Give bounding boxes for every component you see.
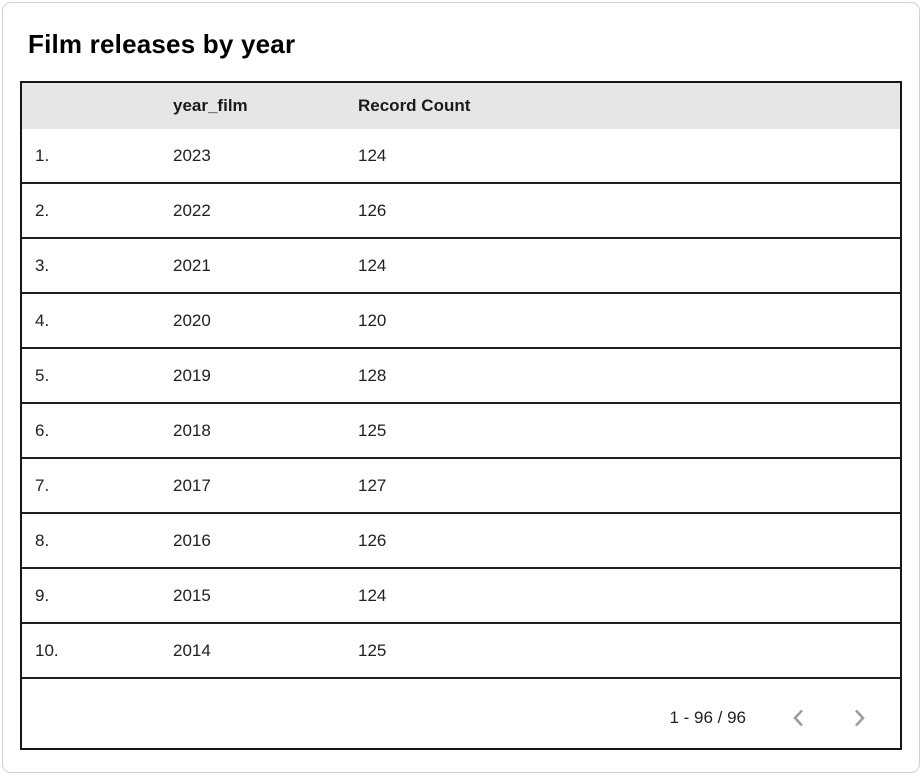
row-index: 5. [35, 365, 50, 385]
cell-year-film: 2019 [173, 365, 211, 385]
row-index: 10. [35, 640, 59, 660]
cell-record-count: 126 [358, 530, 387, 550]
cell-record-count: 126 [358, 200, 387, 220]
row-index: 7. [35, 475, 50, 495]
row-index: 8. [35, 530, 50, 550]
cell-record-count: 128 [358, 365, 387, 385]
cell-record-count: 124 [358, 255, 387, 275]
row-index: 6. [35, 420, 50, 440]
cell-year-film: 2023 [173, 145, 211, 165]
cell-year-film: 2017 [173, 475, 211, 495]
cell-year-film: 2021 [173, 255, 211, 275]
cell-record-count: 120 [358, 310, 387, 330]
chevron-right-icon[interactable] [846, 705, 872, 731]
cell-record-count: 125 [358, 640, 387, 660]
cell-year-film: 2022 [173, 200, 211, 220]
row-index: 3. [35, 255, 50, 275]
cell-record-count: 127 [358, 475, 387, 495]
table-row: 10. 2014 125 [22, 624, 900, 679]
table-row: 7. 2017 127 [22, 459, 900, 514]
chevron-left-icon[interactable] [786, 705, 812, 731]
table-footer: 1 - 96 / 96 [22, 679, 900, 748]
row-index: 4. [35, 310, 50, 330]
table-row: 2. 2022 126 [22, 184, 900, 239]
table-row: 1. 2023 124 [22, 129, 900, 184]
chart-title: Film releases by year [28, 29, 296, 59]
table-row: 9. 2015 124 [22, 569, 900, 624]
row-index: 9. [35, 585, 50, 605]
table-header-row: year_film Record Count [22, 83, 900, 129]
cell-year-film: 2018 [173, 420, 211, 440]
cell-year-film: 2016 [173, 530, 211, 550]
cell-year-film: 2015 [173, 585, 211, 605]
pagination-label: 1 - 96 / 96 [669, 708, 746, 727]
cell-record-count: 124 [358, 145, 387, 165]
header-year-film[interactable]: year_film [173, 96, 248, 115]
table-row: 5. 2019 128 [22, 349, 900, 404]
table-row: 8. 2016 126 [22, 514, 900, 569]
table-row: 3. 2021 124 [22, 239, 900, 294]
cell-record-count: 124 [358, 585, 387, 605]
header-record-count[interactable]: Record Count [358, 96, 471, 115]
cell-year-film: 2020 [173, 310, 211, 330]
row-index: 1. [35, 145, 50, 165]
cell-year-film: 2014 [173, 640, 211, 660]
row-index: 2. [35, 200, 50, 220]
cell-record-count: 125 [358, 420, 387, 440]
table-row: 6. 2018 125 [22, 404, 900, 459]
data-table: year_film Record Count 1. 2023 124 2. 20… [20, 81, 902, 750]
table-row: 4. 2020 120 [22, 294, 900, 349]
